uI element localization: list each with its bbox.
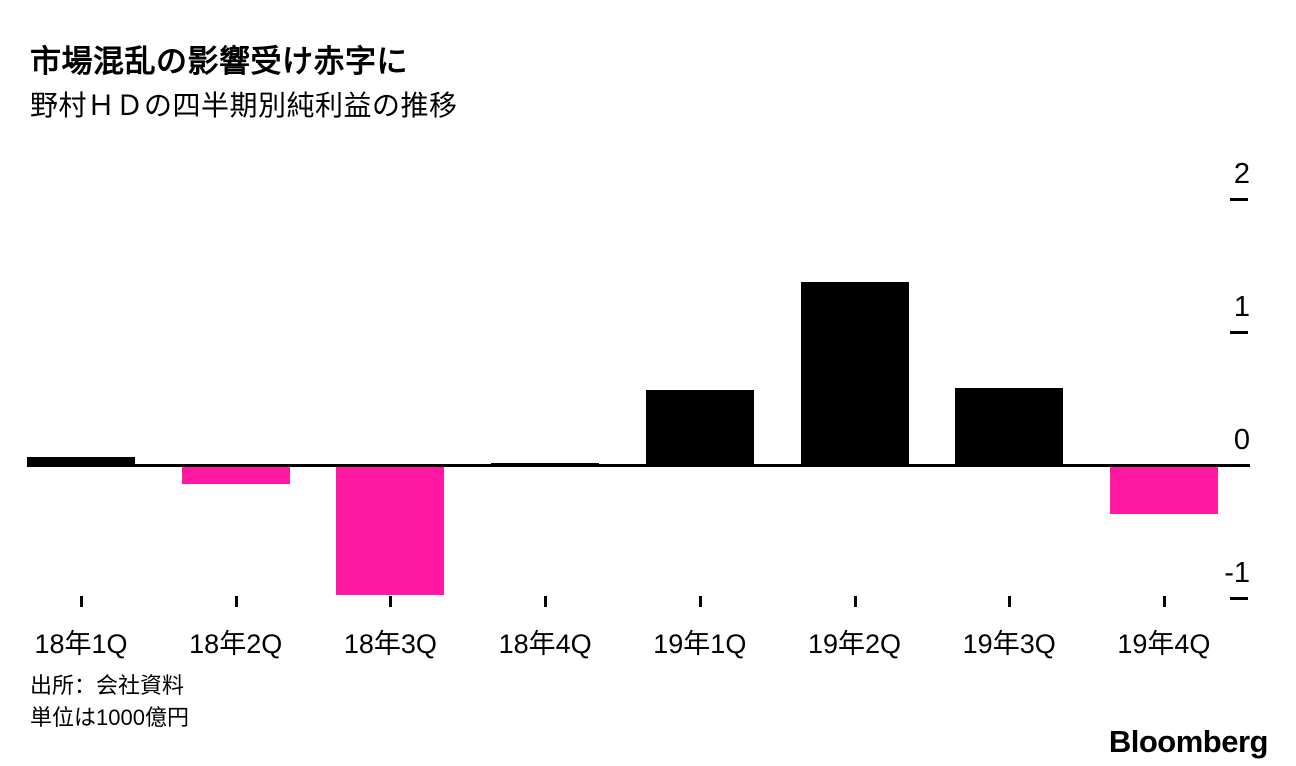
bar-19年3Q — [955, 388, 1064, 464]
x-tick-mark-18年4Q — [544, 596, 548, 607]
bar-18年4Q — [491, 462, 600, 464]
x-tick-mark-18年1Q — [80, 596, 83, 607]
y-tick-label-2: 2 — [1233, 158, 1250, 190]
y-tick-mark-1 — [1230, 331, 1248, 334]
x-category-label-18年1Q: 18年1Q — [34, 629, 128, 659]
y-tick-mark--1 — [1230, 597, 1248, 600]
y-tick-label--1: -1 — [1224, 557, 1250, 589]
x-tick-mark-19年3Q — [1008, 596, 1012, 607]
bloomberg-logo: Bloomberg — [1108, 724, 1269, 759]
x-category-label-19年2Q: 19年2Q — [807, 629, 902, 659]
unit-note: 単位は1000億円 — [30, 705, 189, 730]
bar-19年4Q — [1109, 467, 1218, 514]
bar-19年2Q — [800, 281, 909, 464]
x-category-label-19年4Q: 19年4Q — [1117, 629, 1211, 659]
y-tick-mark-2 — [1230, 198, 1248, 201]
y-tick-label-1: 1 — [1233, 291, 1250, 323]
bar-18年2Q — [181, 467, 290, 485]
x-category-label-18年3Q: 18年3Q — [343, 629, 437, 659]
x-tick-mark-19年1Q — [698, 596, 702, 607]
x-tick-mark-19年2Q — [853, 596, 857, 607]
x-tick-mark-18年2Q — [234, 596, 238, 607]
x-category-label-19年3Q: 19年3Q — [962, 629, 1056, 659]
x-tick-mark-18年3Q — [389, 596, 393, 607]
x-tick-mark-19年4Q — [1162, 596, 1166, 607]
x-category-label-18年4Q: 18年4Q — [498, 629, 592, 659]
chart-subtitle: 野村ＨＤの四半期別純利益の推移 — [30, 90, 458, 121]
bar-18年3Q — [336, 467, 445, 595]
y-tick-label-0: 0 — [1233, 424, 1250, 456]
x-axis-zero-line — [27, 464, 1250, 467]
bar-18年1Q — [27, 457, 135, 464]
bar-19年1Q — [645, 389, 754, 464]
source-note: 出所：会社資料 — [30, 673, 185, 698]
x-category-label-19年1Q: 19年1Q — [653, 629, 747, 659]
chart-title: 市場混乱の影響受け赤字に — [30, 44, 408, 79]
x-category-label-18年2Q: 18年2Q — [189, 629, 283, 659]
